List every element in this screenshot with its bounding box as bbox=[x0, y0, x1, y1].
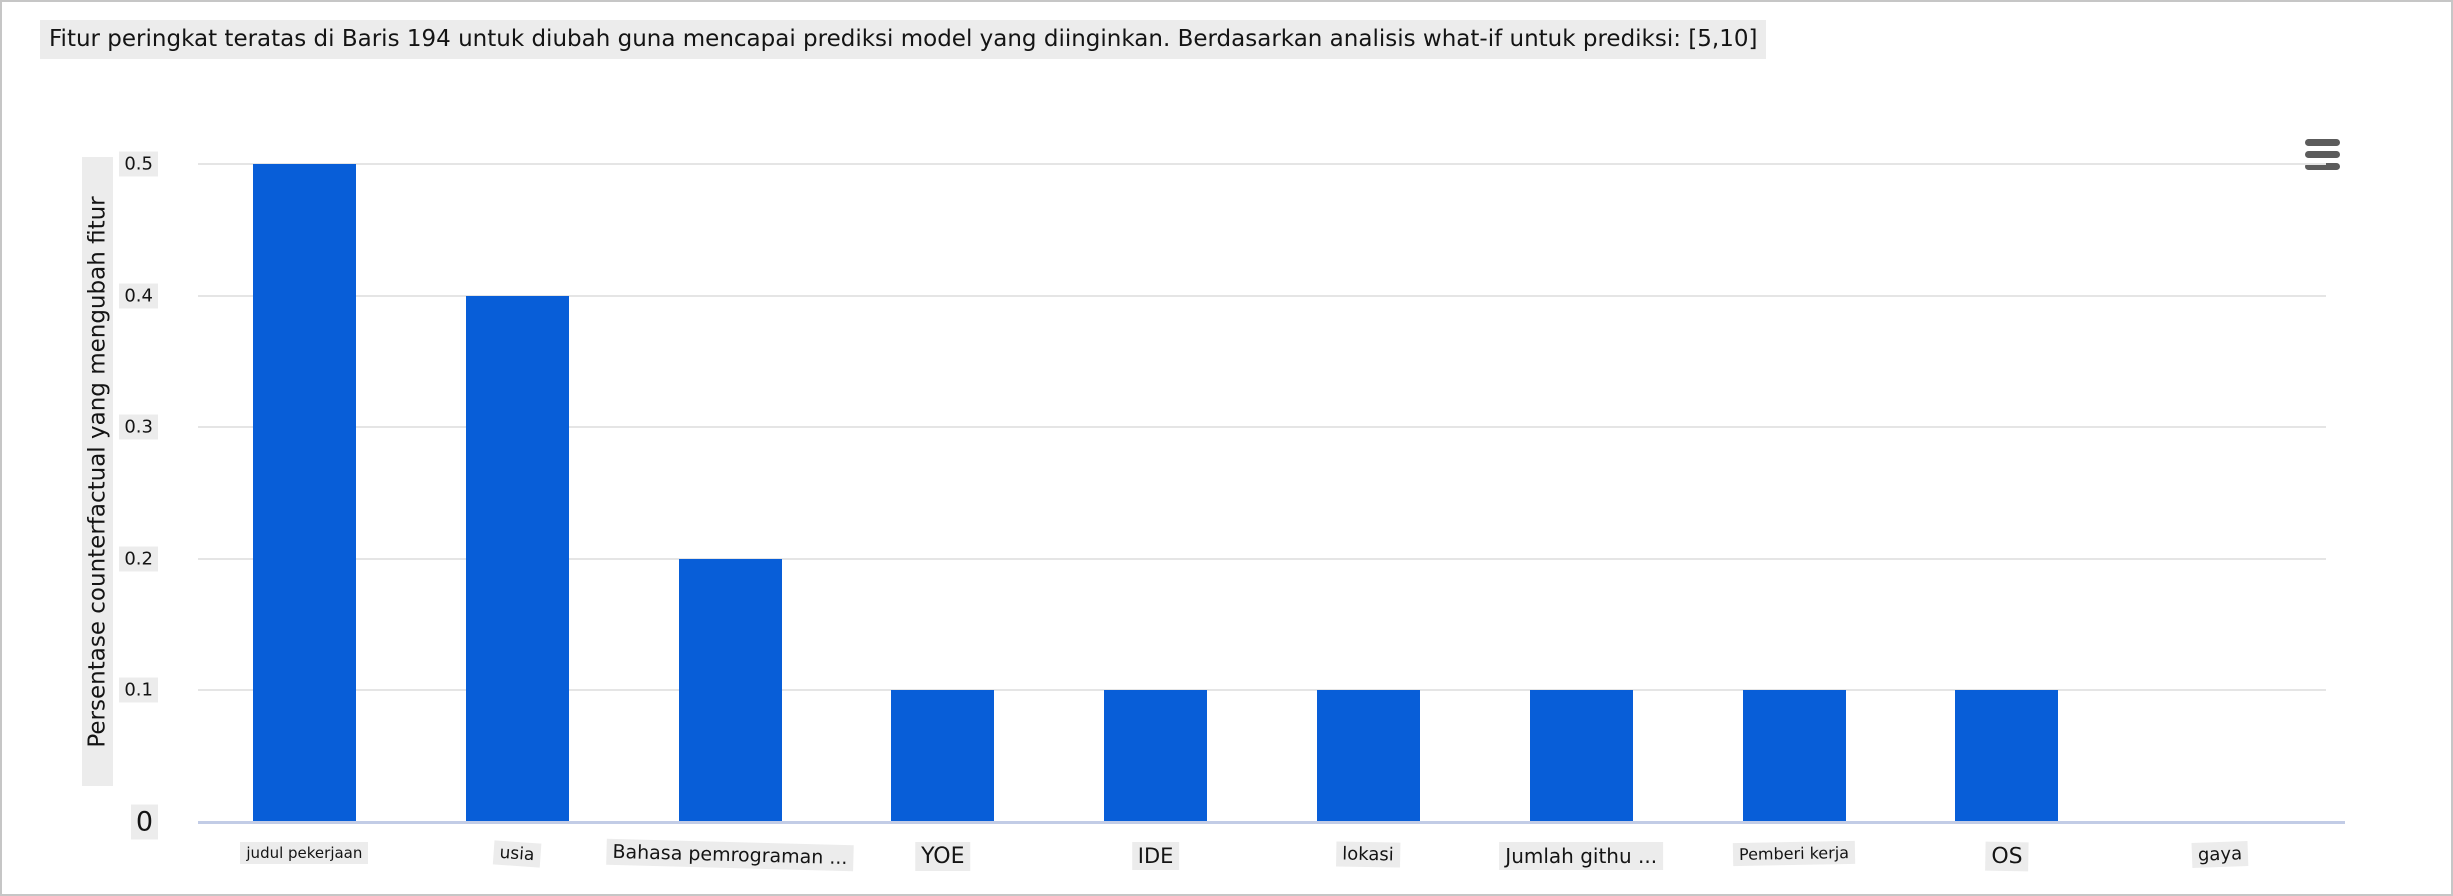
bar-ide[interactable] bbox=[1104, 690, 1208, 822]
chart-title: Fitur peringkat teratas di Baris 194 unt… bbox=[40, 20, 1767, 59]
hamburger-menu-icon[interactable] bbox=[2305, 139, 2340, 170]
y-tick-label-0.5: 0.5 bbox=[119, 151, 158, 177]
gridline-0.3 bbox=[198, 426, 2326, 429]
gridline-0.2 bbox=[198, 557, 2326, 560]
x-axis-line bbox=[198, 821, 2345, 824]
x-axis-label-pemberi-kerja: Pemberi kerja bbox=[1732, 840, 1856, 867]
y-tick-label-0.4: 0.4 bbox=[119, 283, 158, 309]
x-axis-label-judul-pekerjaan: judul pekerjaan bbox=[240, 842, 369, 864]
bar-yoe[interactable] bbox=[891, 690, 995, 822]
bar-jumlah-githu[interactable] bbox=[1529, 690, 1633, 822]
bar-judul-pekerjaan[interactable] bbox=[252, 164, 356, 822]
y-axis-title-text: Persentase counterfactual yang mengubah … bbox=[84, 195, 111, 748]
y-tick-label-0: 0 bbox=[130, 804, 158, 840]
x-axis-label-jumlah-githu: Jumlah githu ... bbox=[1499, 842, 1664, 870]
bar-lokasi[interactable] bbox=[1316, 690, 1420, 822]
y-axis-title: Persentase counterfactual yang mengubah … bbox=[82, 157, 113, 786]
hamburger-bar bbox=[2305, 139, 2340, 146]
hamburger-bar bbox=[2305, 151, 2340, 158]
x-axis-label-os: OS bbox=[1984, 841, 2029, 872]
gridline-0.4 bbox=[198, 294, 2326, 297]
bar-os[interactable] bbox=[1955, 690, 2059, 822]
y-tick-label-0.2: 0.2 bbox=[119, 546, 158, 572]
y-tick-label-0.3: 0.3 bbox=[119, 414, 158, 440]
x-axis-label-bahasa-pemrograman: Bahasa pemrograman ... bbox=[606, 838, 854, 872]
x-axis-label-gaya: gaya bbox=[2191, 841, 2249, 868]
bar-pemberi-kerja[interactable] bbox=[1742, 690, 1846, 822]
x-axis-label-yoe: YOE bbox=[915, 842, 971, 871]
gridline-0.5 bbox=[198, 163, 2326, 165]
x-axis-label-lokasi: lokasi bbox=[1336, 841, 1401, 868]
x-axis-label-usia: usia bbox=[493, 840, 542, 868]
y-tick-label-0.1: 0.1 bbox=[119, 677, 158, 703]
bar-usia[interactable] bbox=[465, 295, 569, 822]
hamburger-bar bbox=[2305, 163, 2340, 170]
x-axis-label-ide: IDE bbox=[1131, 842, 1180, 870]
gridline-0.1 bbox=[198, 689, 2326, 692]
bar-bahasa-pemrograman[interactable] bbox=[678, 558, 782, 822]
